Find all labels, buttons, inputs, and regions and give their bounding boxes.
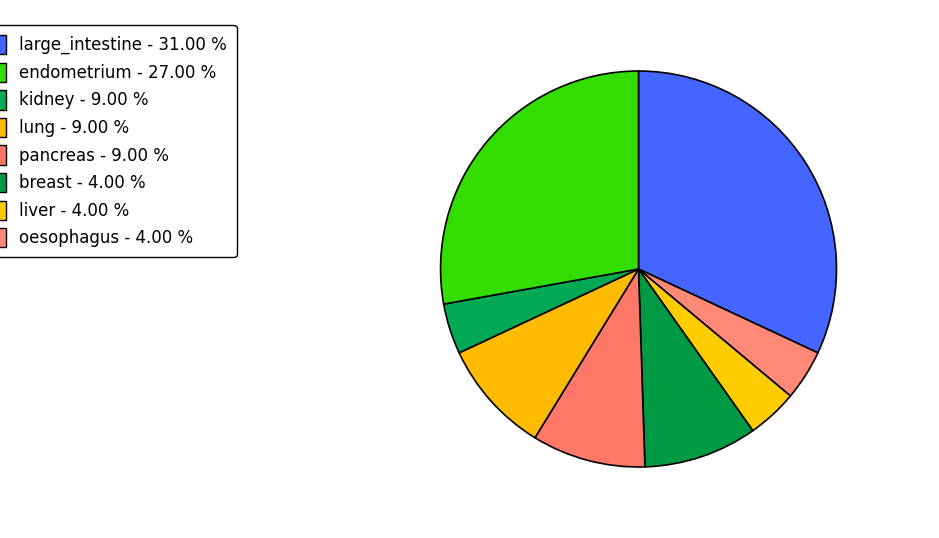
Wedge shape (535, 269, 645, 467)
Wedge shape (639, 269, 818, 396)
Wedge shape (639, 269, 791, 430)
Wedge shape (639, 71, 837, 353)
Wedge shape (440, 71, 639, 304)
Wedge shape (639, 269, 753, 467)
Wedge shape (443, 269, 639, 353)
Legend: large_intestine - 31.00 %, endometrium - 27.00 %, kidney - 9.00 %, lung - 9.00 %: large_intestine - 31.00 %, endometrium -… (0, 25, 237, 257)
Wedge shape (459, 269, 639, 438)
